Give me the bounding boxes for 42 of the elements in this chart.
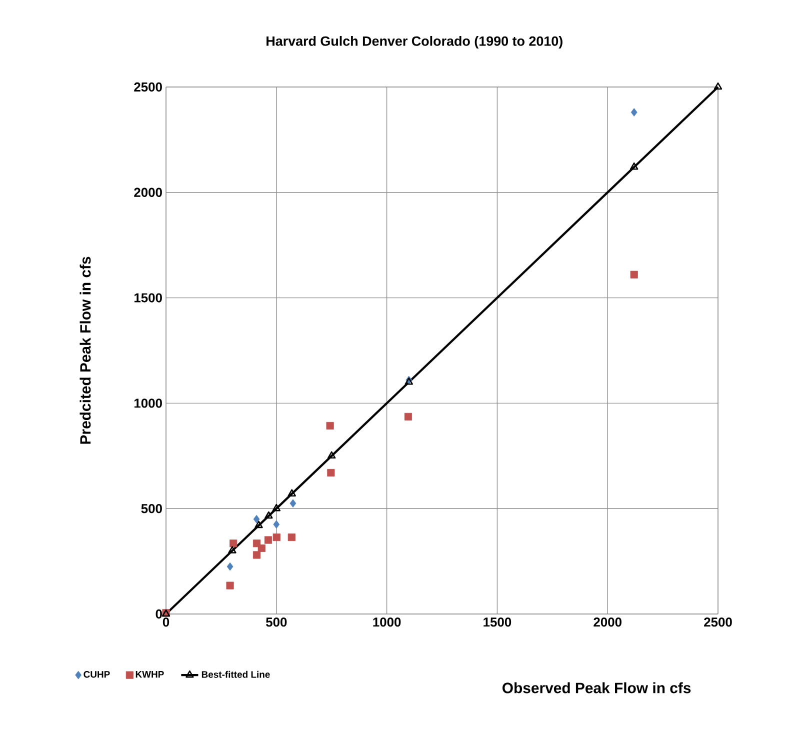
point bbox=[258, 544, 266, 552]
point bbox=[252, 551, 261, 559]
point bbox=[328, 451, 336, 459]
x-axis-title: Observed Peak Flow in cfs bbox=[502, 682, 691, 694]
point bbox=[630, 108, 638, 116]
point bbox=[253, 514, 260, 524]
legend-label: Best-fitted Line bbox=[202, 670, 270, 678]
x-tick-label: 2000 bbox=[594, 618, 622, 627]
point bbox=[630, 270, 638, 278]
point bbox=[230, 540, 238, 548]
y-axis-title: Predcited Peak Flow in cfs bbox=[80, 256, 91, 444]
point bbox=[290, 499, 296, 508]
point bbox=[288, 489, 296, 496]
y-tick-label: 1000 bbox=[134, 398, 162, 408]
x-tick-label: 1000 bbox=[373, 618, 401, 627]
y-tick-label: 500 bbox=[141, 504, 162, 514]
point bbox=[326, 422, 334, 430]
x-tick-label: 2500 bbox=[704, 618, 732, 627]
x-tick-label: 1500 bbox=[484, 618, 512, 627]
point bbox=[273, 520, 280, 529]
point bbox=[714, 82, 722, 90]
y-tick-label: 1500 bbox=[134, 293, 162, 302]
point bbox=[264, 536, 272, 544]
y-tick-label: 0 bbox=[156, 609, 162, 619]
legend-label: KWHP bbox=[136, 671, 164, 678]
point bbox=[264, 511, 273, 519]
x-tick-label: 0 bbox=[162, 618, 170, 627]
point bbox=[327, 468, 335, 477]
chart-title: Harvard Gulch Denver Colorado (1990 to 2010) bbox=[266, 36, 562, 49]
point bbox=[272, 533, 280, 542]
point bbox=[228, 546, 236, 554]
point bbox=[404, 412, 412, 420]
y-tick-label: 2500 bbox=[134, 82, 162, 92]
point bbox=[288, 533, 296, 542]
point bbox=[630, 162, 638, 170]
point bbox=[226, 562, 234, 571]
point bbox=[226, 582, 234, 590]
x-tick-label: 500 bbox=[266, 618, 287, 627]
y-tick-label: 2000 bbox=[134, 188, 162, 197]
legend-label: CUHP bbox=[84, 671, 110, 678]
point bbox=[272, 504, 281, 512]
point bbox=[254, 520, 263, 528]
